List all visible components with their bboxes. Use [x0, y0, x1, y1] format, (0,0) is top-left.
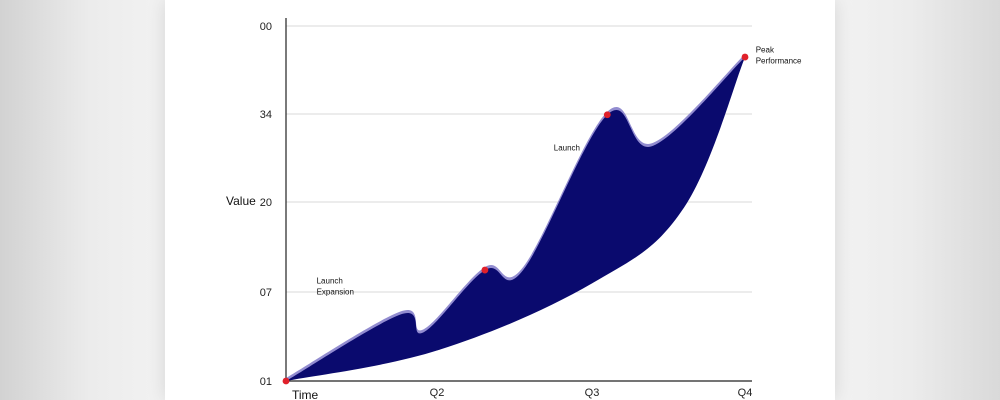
area-layer — [286, 54, 745, 381]
y-tick-label: 34 — [260, 109, 272, 121]
y-tick-label: 00 — [260, 21, 272, 33]
x-tick-label: Q2 — [430, 387, 445, 399]
area-series — [286, 57, 745, 381]
label-layer: 01 07 20 34 00 Q2 Q3 Q4 Launch Expansion Launch Pea… — [260, 21, 802, 399]
data-point-marker — [603, 111, 611, 119]
annotation-text: Expansion — [317, 287, 354, 296]
y-tick-label: 07 — [260, 287, 272, 299]
y-axis-title: Value — [226, 194, 256, 208]
axis-layer — [285, 18, 752, 382]
annotation-text: Launch — [317, 276, 343, 285]
x-axis-title: Time — [292, 388, 319, 400]
y-tick-label: 20 — [260, 197, 272, 209]
x-tick-label: Q3 — [585, 387, 600, 399]
grid-layer — [286, 25, 752, 293]
chart-card — [165, 0, 835, 400]
data-point-marker — [741, 53, 749, 61]
annotation-text: Performance — [756, 57, 802, 66]
x-tick-label: Q4 — [738, 387, 753, 399]
marker-layer — [282, 53, 749, 385]
annotation-text: Peak — [756, 46, 775, 55]
y-tick-label: 01 — [260, 376, 272, 388]
annotation-text: Launch — [554, 143, 580, 152]
data-point-marker — [481, 266, 489, 274]
data-point-marker — [282, 377, 290, 385]
